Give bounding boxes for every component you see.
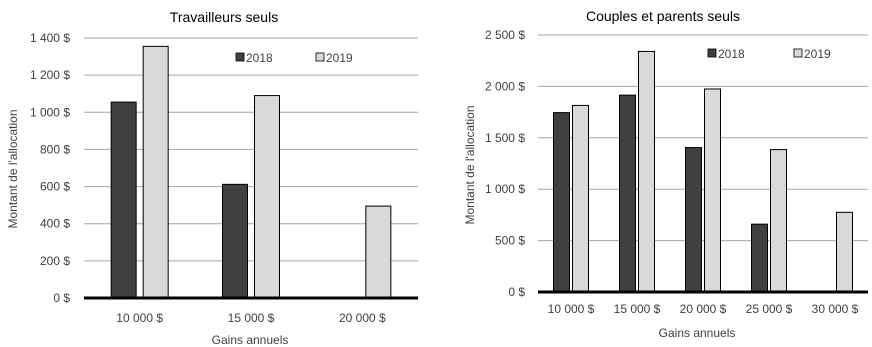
x-tick-label: 10 000 $ [548,302,595,316]
x-tick-label: 15 000 $ [228,311,275,325]
y-tick-label: 2 500 $ [485,28,525,42]
x-tick-label: 20 000 $ [680,302,727,316]
x-tick-label: 15 000 $ [614,302,661,316]
legend-swatch-2019 [793,48,803,58]
y-tick-label: 0 $ [53,291,70,305]
chart-travailleurs-seuls: Travailleurs seuls Montant de l'allocati… [6,9,418,347]
bar-2019-1 [638,50,655,293]
y-tick-labels: 0 $ 200 $ 400 $ 600 $ 800 $ 1 000 $ 1 200 $ 1 4… [30,31,70,305]
y-tick-label: 200 $ [40,254,70,268]
y-tick-label: 600 $ [40,180,70,194]
bar-2019-2 [704,88,721,293]
legend-label-2018: 2018 [718,47,745,61]
legend-label-2019: 2019 [804,47,831,61]
y-tick-label: 1 000 $ [30,105,70,119]
legend-swatch-2019 [315,52,325,62]
bar-2018-1 [222,183,248,299]
legend-swatch-2018 [235,52,245,62]
bar-2019-0 [142,45,169,299]
y-tick-label: 1 500 $ [485,131,525,145]
bars [538,50,868,294]
y-axis-label: Montant de l'allocation [463,105,477,224]
y-tick-labels: 0 $ 500 $ 1 000 $ 1 500 $ 2 000 $ 2 500 $ [485,28,525,299]
chart-title: Travailleurs seuls [170,9,278,25]
bar-2019-3 [770,149,787,293]
bars [84,45,418,300]
chart-couples-parents-seuls: Couples et parents seuls Montant de l'al… [463,8,868,340]
x-tick-label: 25 000 $ [746,302,793,316]
x-tick-label: 30 000 $ [812,302,859,316]
chart-title: Couples et parents seuls [586,8,740,24]
legend-label-2019: 2019 [326,51,353,65]
x-tick-labels: 10 000 $ 15 000 $ 20 000 $ 25 000 $ 30 000 $ [548,302,859,316]
y-axis-label: Montant de l'allocation [6,109,20,228]
y-tick-label: 2 000 $ [485,79,525,93]
y-tick-label: 1 400 $ [30,31,70,45]
legend: 2018 2019 [235,51,353,65]
y-tick-label: 500 $ [495,234,525,248]
bar-2019-0 [572,104,589,293]
bar-2019-4 [836,211,853,293]
bar-2018-0 [110,101,137,299]
legend: 2018 2019 [707,47,831,61]
bar-2018-0 [553,112,570,293]
y-tick-label: 400 $ [40,217,70,231]
gridlines [84,37,418,262]
gridlines [538,34,868,242]
x-tick-label: 20 000 $ [339,311,386,325]
y-tick-label: 1 200 $ [30,68,70,82]
x-axis-label: Gains annuels [212,333,289,347]
bar-2018-1 [619,94,636,293]
y-tick-label: 0 $ [508,285,525,299]
y-tick-label: 800 $ [40,142,70,156]
bar-2018-3 [751,223,768,293]
bar-2018-2 [685,147,702,293]
x-tick-label: 10 000 $ [116,311,163,325]
x-axis-label: Gains annuels [659,326,736,340]
legend-swatch-2018 [707,48,717,58]
bar-2019-1 [254,95,280,299]
y-tick-label: 1 000 $ [485,182,525,196]
legend-label-2018: 2018 [246,51,273,65]
x-tick-labels: 10 000 $ 15 000 $ 20 000 $ [116,311,386,325]
bar-2019-2 [365,205,392,299]
